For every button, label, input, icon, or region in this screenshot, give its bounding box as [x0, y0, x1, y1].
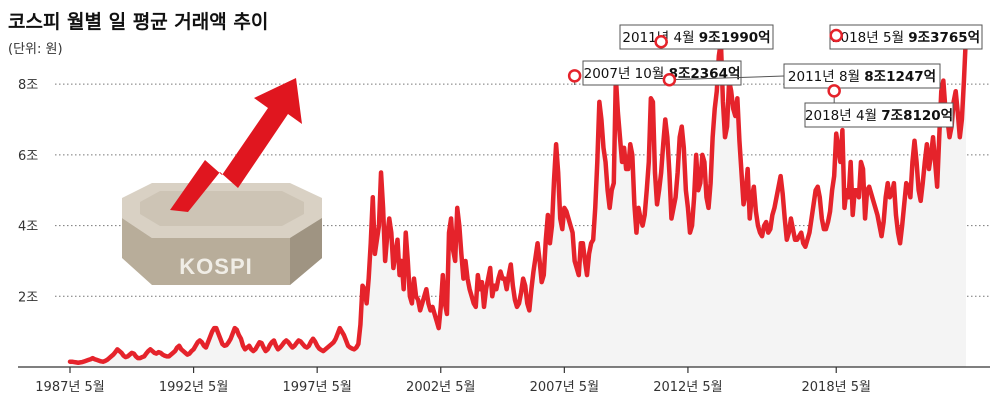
x-tick-label: 1997년 5월	[282, 380, 351, 395]
callout-date: 2007년 10월	[584, 66, 669, 82]
chart-subtitle: (단위: 원)	[8, 42, 63, 57]
y-tick-label: 2조	[18, 290, 38, 305]
callout: 2011년 4월 9조1990억	[619, 24, 774, 50]
callout-box	[829, 24, 983, 50]
y-tick-label: 6조	[18, 149, 38, 164]
callout: 2011년 8월 8조1247억	[662, 63, 941, 89]
x-tick-label: 2002년 5월	[406, 380, 475, 395]
callout-value: 9조1990억	[699, 30, 771, 46]
x-tick-label: 1987년 5월	[35, 380, 104, 395]
x-tick-label: 2018년 5월	[802, 380, 871, 395]
box-front	[122, 218, 322, 285]
kospi-label: KOSPI	[179, 254, 252, 279]
callout: 2018년 4월 7조8120억	[804, 84, 954, 128]
callout: 2018년 5월 9조3765억	[829, 24, 983, 50]
x-axis: 1987년 5월 1992년 5월 1997년 5월 2002년 5월 2007년 5월…	[35, 367, 871, 395]
peak-marker	[567, 69, 582, 83]
y-tick-label: 8조	[18, 78, 38, 93]
callout-leader	[669, 75, 785, 81]
callout-label: 2011년 4월 9조1990억	[622, 30, 770, 46]
kospi-box-illustration: KOSPI	[122, 78, 322, 285]
area-fill	[70, 34, 966, 368]
y-tick-label: 4조	[18, 220, 38, 235]
callout-value: 9조3765억	[908, 30, 980, 46]
series-line	[67, 32, 969, 366]
callout-value: 8조1247억	[864, 69, 936, 85]
callout-box	[619, 24, 774, 50]
chart-title: 코스피 월별 일 평균 거래액 추이	[8, 11, 268, 33]
peak-marker	[827, 84, 841, 98]
callout-label: 2018년 5월 9조3765억	[832, 30, 980, 46]
callout-box	[783, 63, 941, 89]
box-side	[290, 218, 322, 285]
box-inner	[140, 191, 304, 226]
callout-value: 7조8120억	[881, 108, 953, 124]
peak-marker	[654, 35, 668, 49]
callout: 2007년 10월 8조2364억	[567, 60, 742, 86]
callout-label: 2011년 8월 8조1247억	[788, 69, 936, 85]
callout-label: 2007년 10월 8조2364억	[584, 66, 741, 82]
x-tick-label: 2007년 5월	[530, 380, 599, 395]
callout-box	[804, 102, 954, 128]
callout-date: 2018년 4월	[805, 108, 881, 124]
callout-label: 2018년 4월 7조8120억	[805, 108, 953, 124]
peak-marker	[829, 28, 843, 43]
x-tick-label: 2012년 5월	[653, 380, 722, 395]
peak-marker	[662, 73, 677, 87]
y-axis: 2조 4조 6조 8조	[18, 78, 38, 305]
annotations: 2007년 10월 8조2364억 2011년 4월 9조1990억 2011년 8…	[567, 24, 983, 128]
callout-box	[582, 60, 742, 86]
x-tick-label: 1992년 5월	[159, 380, 228, 395]
callout-date: 2018년 5월	[832, 30, 908, 46]
callout-date: 2011년 8월	[788, 69, 864, 85]
rising-arrow-icon	[170, 78, 302, 212]
